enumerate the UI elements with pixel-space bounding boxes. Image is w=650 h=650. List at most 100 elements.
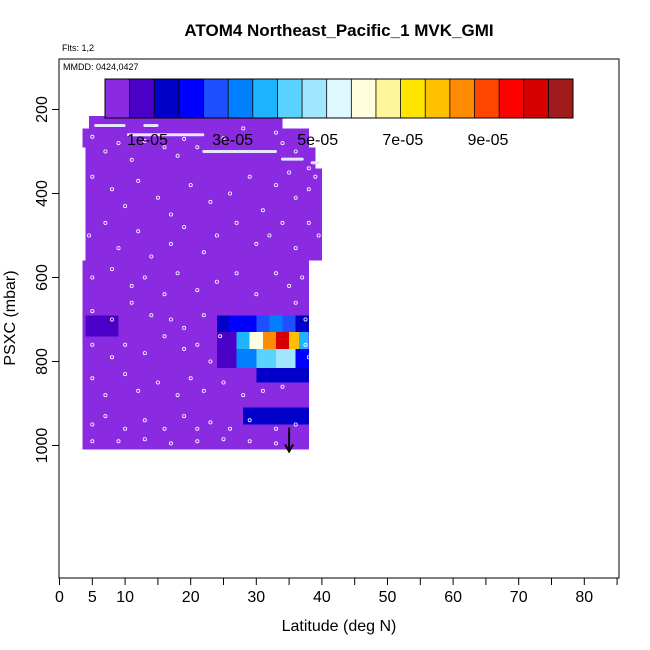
sample-point [87, 233, 92, 238]
sample-point [303, 342, 308, 347]
sample-point [313, 174, 318, 179]
sample-point [175, 153, 180, 158]
sample-point [162, 426, 167, 431]
sample-point [273, 183, 278, 188]
marker-arrow-head [284, 444, 294, 454]
sample-point [162, 145, 167, 150]
sample-point [103, 393, 108, 398]
sample-point [116, 439, 121, 444]
x-axis-label: Latitude (deg N) [282, 618, 397, 635]
sample-point [182, 225, 187, 230]
sample-point [214, 279, 219, 284]
colorbar-swatch [302, 79, 328, 118]
sample-point [280, 141, 285, 146]
sample-point [123, 204, 128, 209]
colorbar-swatch [154, 79, 180, 118]
sample-point [142, 437, 147, 442]
sample-point [306, 166, 311, 171]
sample-point [306, 220, 311, 225]
y-axis: 200 400 600 800 1000 [34, 96, 59, 463]
heatmap-cell [262, 332, 276, 349]
sample-point [267, 233, 272, 238]
sample-point [201, 388, 206, 393]
colorbar-swatch [499, 79, 525, 118]
heatmap-cell [243, 315, 257, 333]
location-marker [284, 427, 294, 454]
sample-point [142, 275, 147, 280]
sample-point [234, 220, 239, 225]
sample-point [221, 380, 226, 385]
sample-point [90, 174, 95, 179]
sample-point [260, 208, 265, 213]
sample-point [149, 254, 154, 259]
colorbar [104, 78, 574, 119]
sample-point [293, 195, 298, 200]
sample-point [123, 342, 128, 347]
sample-point [142, 351, 147, 356]
sample-point [168, 241, 173, 246]
heatmap-cell [243, 407, 309, 425]
sample-point [306, 355, 311, 360]
sample-point [293, 300, 298, 305]
sample-point [162, 334, 167, 339]
colorbar-swatch [400, 79, 426, 118]
x-tick-label: 40 [313, 589, 331, 606]
heatmap-cell [295, 348, 309, 368]
sample-point [90, 134, 95, 139]
heatmap-cell [282, 315, 296, 333]
colorbar-tick-label: 5e-05 [297, 132, 338, 149]
sample-point [221, 437, 226, 442]
sample-point [90, 439, 95, 444]
x-tick-label: 70 [510, 589, 528, 606]
sample-point [221, 136, 226, 141]
sample-point [260, 388, 265, 393]
chart-title: ATOM4 Northeast_Pacific_1 MVK_GMI [184, 21, 493, 40]
sample-point [129, 300, 134, 305]
y-axis-label: PSXC (mbar) [2, 270, 19, 365]
sample-point [90, 309, 95, 314]
heatmap-cells [82, 101, 322, 450]
sample-point [293, 149, 298, 154]
sample-point [293, 422, 298, 427]
colorbar-swatch [523, 79, 549, 118]
sample-point [228, 426, 233, 431]
sample-point [103, 149, 108, 154]
x-tick-label: 30 [247, 589, 265, 606]
sample-point [195, 342, 200, 347]
heatmap-cell [256, 367, 309, 383]
sample-point [287, 283, 292, 288]
sample-point [155, 380, 160, 385]
heatmap-cell [243, 382, 309, 400]
colorbar-swatch [375, 79, 402, 118]
heatmap-cell [118, 315, 132, 337]
sample-point [103, 414, 108, 419]
heatmap-cell [269, 315, 283, 333]
sample-point [280, 220, 285, 225]
colorbar-ticks: 1e-05 3e-05 5e-05 7e-05 9e-05 [127, 132, 508, 149]
y-tick-label: 400 [34, 180, 51, 207]
sample-point [201, 250, 206, 255]
x-tick-label: 60 [444, 589, 462, 606]
heatmap-cell [216, 294, 296, 312]
sample-point [168, 441, 173, 446]
sample-point [287, 170, 292, 175]
sample-point [136, 178, 141, 183]
sample-point [306, 187, 311, 192]
colorbar-swatch [326, 79, 352, 118]
sample-point [116, 141, 121, 146]
sample-point [273, 426, 278, 431]
heatmap-cell [85, 147, 316, 169]
sample-point [195, 145, 200, 150]
sample-point [303, 317, 308, 322]
x-axis: 0 5 10 20 30 40 50 60 70 80 [55, 578, 618, 606]
colorbar-swatch [351, 79, 377, 118]
sample-point [247, 174, 252, 179]
sample-point [182, 136, 187, 141]
sample-point [195, 439, 200, 444]
sample-point [142, 418, 147, 423]
sample-point [110, 187, 115, 192]
sample-point [123, 426, 128, 431]
sample-point [316, 233, 321, 238]
plot-frame [58, 58, 620, 579]
sample-point [90, 376, 95, 381]
